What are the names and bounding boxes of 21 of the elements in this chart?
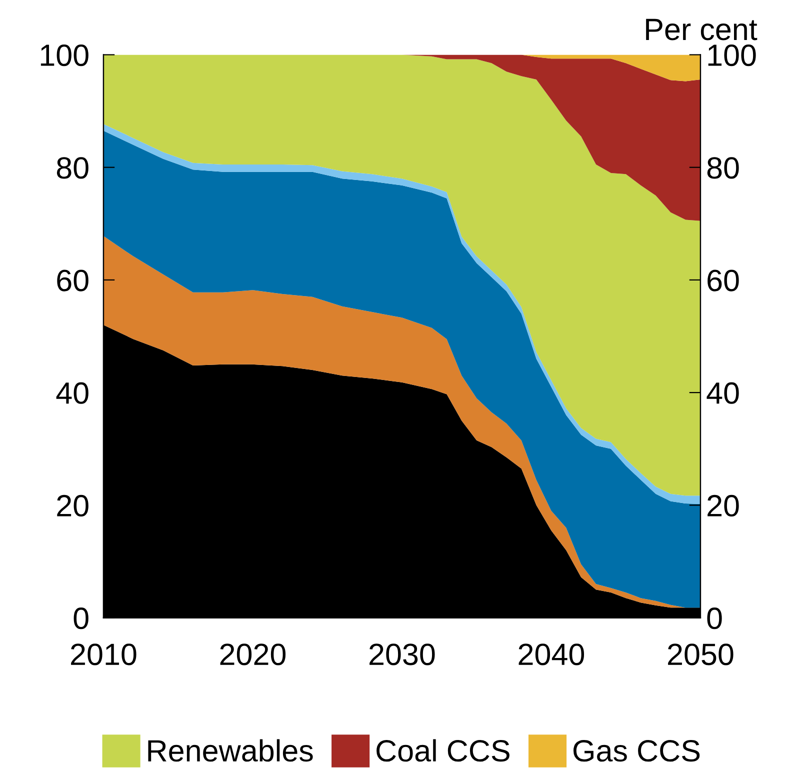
- x-tick-label: 2040: [518, 644, 584, 666]
- y-tick-label: 20: [57, 494, 88, 517]
- x-tick-label: 2050: [668, 644, 734, 666]
- legend-label: Coal CCS: [376, 739, 510, 762]
- x-tick-label: 2020: [220, 644, 286, 666]
- y-tick-label: 0: [74, 608, 88, 630]
- y-tick-label: 40: [56, 382, 88, 404]
- y2-tick-label: 20: [708, 494, 739, 517]
- legend-label: Renewables: [148, 739, 313, 762]
- y2-tick-label: 100: [708, 44, 756, 66]
- y-tick-label: 60: [57, 270, 88, 292]
- x-tick-label: 2010: [71, 644, 136, 666]
- legend-label: Gas CCS: [573, 740, 700, 762]
- y2-tick-label: 60: [708, 270, 739, 292]
- y-tick-label: 100: [40, 44, 88, 66]
- y2-tick-label: 0: [707, 608, 722, 630]
- y-tick-label: 80: [56, 157, 88, 179]
- y2-tick-label: 80: [707, 157, 739, 179]
- y2-tick-label: 40: [706, 382, 739, 404]
- y2-axis-title: Per cent: [646, 18, 758, 40]
- x-tick-label: 2030: [370, 644, 435, 666]
